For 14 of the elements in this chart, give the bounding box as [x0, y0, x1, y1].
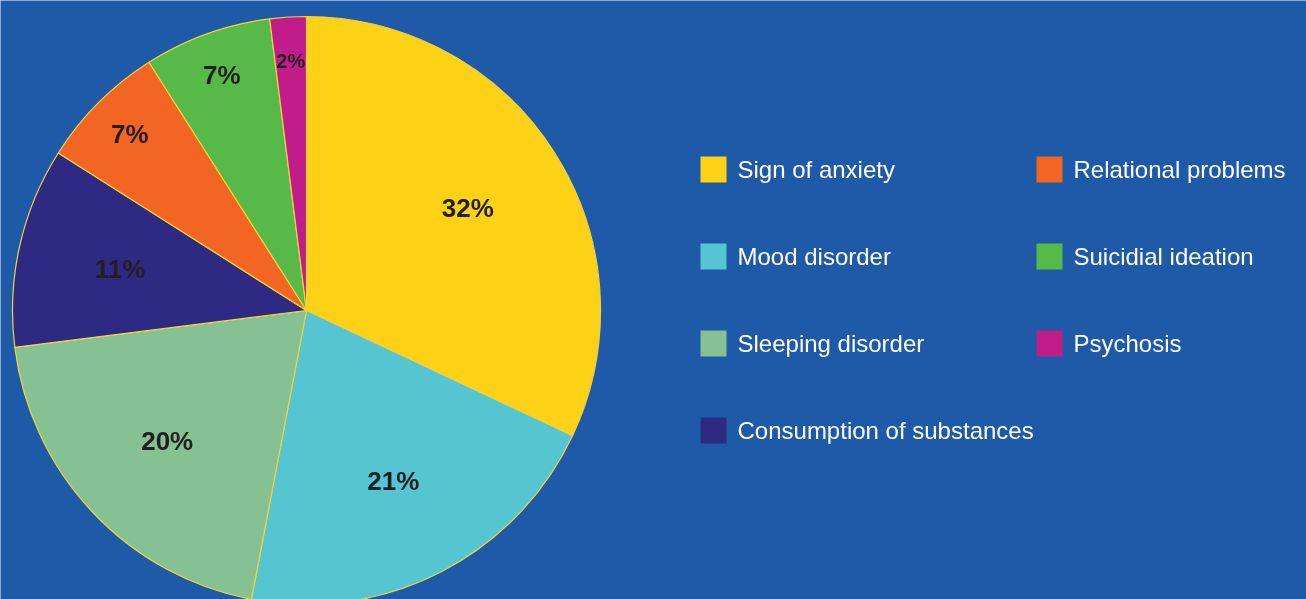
data-label: 7% [203, 60, 241, 91]
data-label: 21% [367, 465, 420, 496]
data-label: 2% [276, 50, 306, 73]
data-label: 32% [441, 193, 494, 224]
data-label: 11% [94, 253, 146, 284]
legend-label: Sleeping disorder [737, 330, 925, 357]
legend-label: Psychosis [1073, 330, 1182, 357]
data-label: 20% [141, 426, 194, 457]
legend-label: Relational problems [1073, 156, 1286, 183]
legend-label: Suicidial ideation [1073, 243, 1254, 270]
data-label: 7% [111, 118, 149, 149]
legend-label: Mood disorder [737, 243, 891, 270]
legend-label: Consumption of substances [737, 417, 1034, 444]
legend-label: Sign of anxiety [737, 156, 895, 183]
